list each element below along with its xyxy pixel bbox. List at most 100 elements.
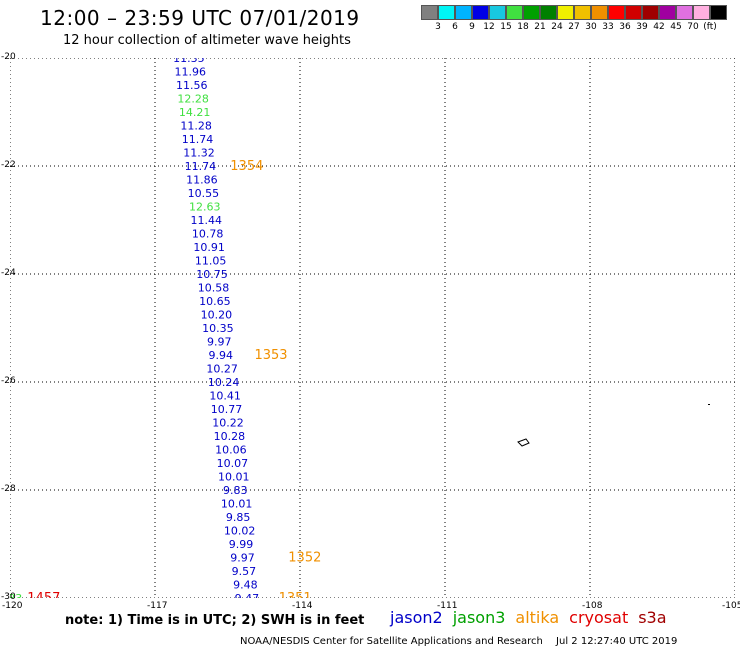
footer-credit-text: NOAA/NESDIS Center for Satellite Applica… [240,636,543,647]
y-axis-tick-label: -22 [1,160,16,170]
satellite-legend: jason2 jason3 altika cryosat s3a [390,608,677,627]
color-swatch [523,5,540,20]
wave-height-label-jason2: 10.55 [188,187,220,200]
color-swatch [506,5,523,20]
wave-height-label-altika: 1353 [254,348,287,363]
wave-height-label-jason2: 11.96 [175,66,207,79]
wave-height-label-jason2: 10.77 [211,403,243,416]
wave-height-label-jason2: 10.35 [202,322,234,335]
wave-height-label-jason2: 9.97 [230,552,255,565]
color-scale-bar [421,5,727,20]
y-axis-tick-label: -28 [1,484,16,494]
wave-height-label-jason2: 9.97 [207,336,232,349]
wave-height-label-jason2: 11.28 [180,120,212,133]
color-swatch [659,5,676,20]
x-axis-tick-label: -105 [722,601,740,611]
color-scale-label: 21 [534,22,546,32]
wave-height-label-jason2: 10.02 [224,525,256,538]
wave-height-label-jason2: 10.27 [206,363,238,376]
wave-height-label-jason2: 11.44 [190,214,222,227]
color-scale-label: 12 [483,22,495,32]
x-axis-tick-label: -114 [292,601,313,611]
wave-height-map: 11.3511.9611.5611.2811.7411.3211.7411.86… [10,58,735,598]
color-scale-label: 24 [551,22,563,32]
color-swatch [608,5,625,20]
wave-height-label-jason3: 9.83 [10,592,22,598]
x-axis-tick-label: -108 [582,601,603,611]
wave-height-label-jason3: 12.63 [189,201,221,214]
wave-height-label-jason2: 10.22 [212,417,244,430]
wave-height-label-jason2: 10.07 [217,457,249,470]
color-scale-label: 18 [517,22,529,32]
color-swatch [472,5,489,20]
wave-height-label-jason2: 10.06 [215,444,247,457]
legend-item-cryosat: cryosat [569,608,629,627]
wave-height-label-jason2: 10.75 [196,268,228,281]
wave-height-label-altika: 1352 [288,551,321,566]
x-axis-tick-label: -111 [437,601,458,611]
color-swatch [676,5,693,20]
color-scale-label: (ft) [703,22,717,32]
color-swatch [421,5,438,20]
legend-item-jason2: jason2 [390,608,443,627]
wave-height-label-jason2: 9.57 [232,565,257,578]
island-outline [517,438,530,447]
color-swatch [540,5,557,20]
color-scale-label: 70 [687,22,699,32]
color-swatch [557,5,574,20]
color-swatch [438,5,455,20]
wave-height-label-jason2: 10.28 [214,430,246,443]
wave-height-label-jason3: 14.21 [179,106,211,119]
wave-height-label-altika: 1354 [230,159,263,174]
y-axis-tick-label: -24 [1,268,16,278]
color-swatch [625,5,642,20]
wave-height-label-jason2: 11.32 [183,147,215,160]
wave-height-label-jason2: 9.85 [226,511,251,524]
wave-height-label-cryosat: 1457 [27,591,60,598]
wave-height-label-jason2: 10.91 [193,241,225,254]
legend-item-jason3: jason3 [452,608,506,627]
y-axis-tick-label: -20 [1,52,16,62]
wave-height-label-jason2: 10.01 [218,471,250,484]
chart-subtitle: 12 hour collection of altimeter wave hei… [63,33,351,48]
color-scale-label: 39 [636,22,648,32]
wave-height-label-jason2: 11.74 [182,133,214,146]
color-swatch [642,5,659,20]
wave-height-label-jason2: 10.78 [192,228,224,241]
color-scale-label: 6 [452,22,458,32]
island-dot [708,404,710,405]
wave-height-label-jason2: 10.41 [209,390,241,403]
legend-item-altika: altika [515,608,560,627]
color-scale-label: 33 [602,22,614,32]
wave-height-label-jason2: 9.94 [208,349,233,362]
color-swatch [591,5,608,20]
color-swatch [455,5,472,20]
wave-height-label-jason2: 10.58 [198,282,230,295]
color-scale-label: 15 [500,22,512,32]
wave-height-label-jason2: 10.65 [199,295,231,308]
color-scale-label: 3 [435,22,441,32]
footer-timestamp: Jul 2 12:27:40 UTC 2019 [556,636,678,647]
color-scale-label: 42 [653,22,665,32]
chart-title: 12:00 – 23:59 UTC 07/01/2019 [40,6,360,30]
color-swatch [489,5,506,20]
wave-height-label-jason2: 11.86 [186,174,218,187]
y-axis-tick-label: -30 [1,592,16,602]
wave-height-label-jason2: 10.20 [201,309,233,322]
color-scale-label: 36 [619,22,631,32]
wave-height-label-jason2: 11.74 [185,160,217,173]
color-swatch [574,5,591,20]
wave-height-label-jason3: 12.28 [177,93,209,106]
wave-height-label-jason2: 9.47 [235,592,260,598]
wave-height-label-jason2: 10.01 [221,498,253,511]
wave-height-label-jason2: 11.05 [195,255,227,268]
color-scale-label: 27 [568,22,580,32]
x-axis-tick-label: -120 [2,601,23,611]
footer-credit: NOAA/NESDIS Center for Satellite Applica… [240,636,677,647]
wave-height-label-jason2: 11.35 [173,58,205,65]
wave-height-label-jason2: 9.83 [223,484,248,497]
color-swatch [710,5,727,20]
wave-height-label-jason2: 9.99 [229,538,254,551]
wave-height-label-jason2: 10.24 [208,376,240,389]
wave-height-label-altika: 1351 [279,591,312,598]
